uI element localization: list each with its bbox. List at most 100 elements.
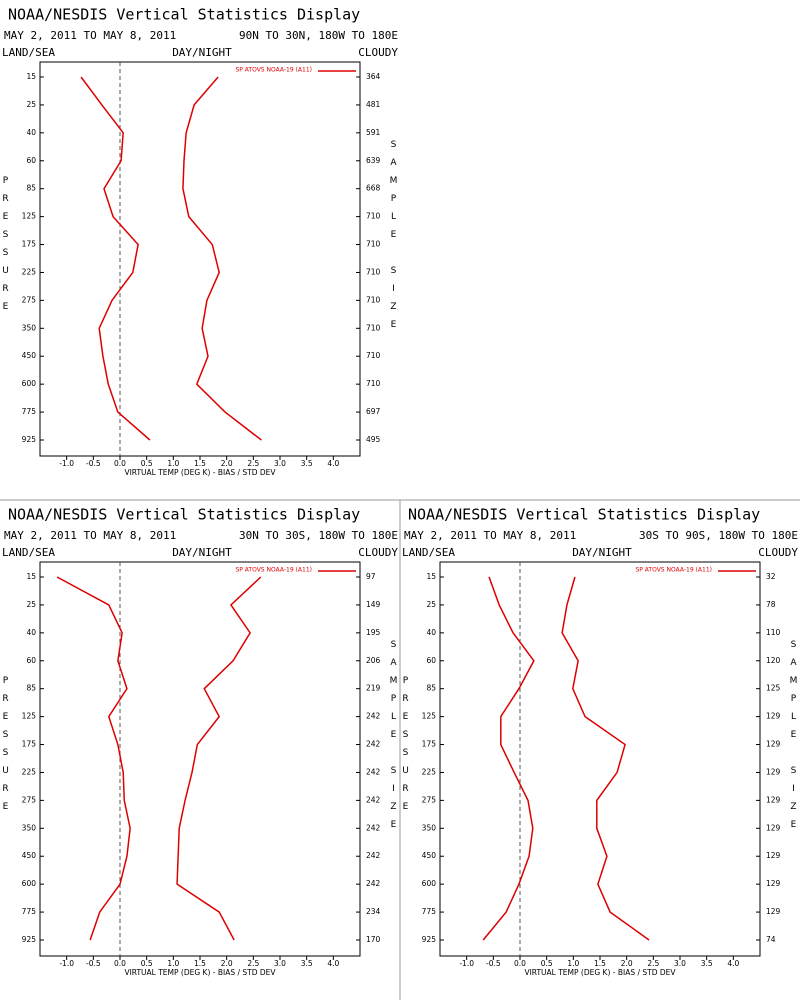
land-sea: LAND/SEA (2, 46, 55, 59)
y2-axis-title: SAMPLE SIZE (389, 140, 399, 338)
sample-size: 129 (766, 907, 781, 916)
x-tick-label: 3.5 (301, 459, 313, 468)
x-tick-label: 4.0 (327, 459, 339, 468)
x-tick-label: 0.0 (514, 959, 526, 968)
x-tick-label: 4.0 (327, 959, 339, 968)
x-tick-label: 0.0 (114, 459, 126, 468)
pressure-label: 85 (426, 684, 436, 693)
pressure-label: 350 (22, 823, 37, 832)
sample-size: 125 (766, 684, 781, 693)
pressure-label: 775 (22, 407, 37, 416)
x-tick-label: 2.5 (647, 959, 659, 968)
land-sea: LAND/SEA (402, 546, 455, 559)
pressure-label: 350 (422, 823, 437, 832)
pressure-label: 450 (422, 851, 437, 860)
pressure-label: 125 (22, 212, 37, 221)
sample-size: 242 (366, 767, 381, 776)
panel: NOAA/NESDIS Vertical Statistics Display M… (1, 506, 399, 978)
sample-size: 129 (766, 740, 781, 749)
profile-line (80, 76, 151, 441)
x-tick-label: 1.0 (567, 959, 579, 968)
x-tick-label: 2.0 (221, 959, 233, 968)
x-tick-label: 1.5 (594, 959, 606, 968)
pressure-label: 175 (422, 740, 437, 749)
y-axis-title: PRESSURE (1, 176, 11, 320)
region: 30N TO 30S, 180W TO 180E (239, 529, 398, 542)
pressure-label: 925 (422, 935, 437, 944)
pressure-label: 225 (422, 767, 437, 776)
sample-size: 129 (766, 767, 781, 776)
profile-line (176, 576, 262, 941)
sample-size: 195 (366, 628, 381, 637)
x-tick-label: -1.0 (59, 959, 74, 968)
date-range: MAY 2, 2011 TO MAY 8, 2011 (4, 529, 176, 542)
sample-size: 697 (366, 407, 381, 416)
x-tick-label: 3.0 (674, 959, 686, 968)
pressure-label: 600 (22, 379, 37, 388)
x-tick-label: 3.0 (274, 959, 286, 968)
date-range: MAY 2, 2011 TO MAY 8, 2011 (404, 529, 576, 542)
x-tick-label: 0.5 (541, 959, 553, 968)
x-tick-label: -1.0 (59, 459, 74, 468)
x-tick-label: 0.5 (141, 459, 153, 468)
sample-size: 170 (366, 935, 381, 944)
sample-size: 242 (366, 740, 381, 749)
pressure-label: 775 (22, 907, 37, 916)
pressure-label: 175 (22, 740, 37, 749)
x-tick-label: 1.0 (167, 459, 179, 468)
sample-size: 710 (366, 212, 381, 221)
pressure-label: 350 (22, 323, 37, 332)
sample-size: 710 (366, 240, 381, 249)
x-tick-label: 2.5 (247, 459, 259, 468)
x-tick-label: 4.0 (727, 959, 739, 968)
sample-size: 110 (766, 628, 781, 637)
pressure-label: 600 (22, 879, 37, 888)
y-axis-title: PRESSURE (401, 676, 411, 820)
y2-axis-title: SAMPLE SIZE (789, 640, 799, 838)
pressure-label: 925 (22, 935, 37, 944)
x-tick-label: 1.5 (194, 959, 206, 968)
sample-size: 710 (366, 379, 381, 388)
plot-frame (439, 561, 761, 957)
y2-axis-title: SAMPLE SIZE (389, 640, 399, 838)
sample-size: 495 (366, 435, 381, 444)
sample-size: 120 (766, 656, 781, 665)
pressure-label: 275 (22, 795, 37, 804)
x-axis-title: VIRTUAL TEMP (DEG K) - BIAS / STD DEV (524, 968, 676, 977)
pressure-label: 225 (22, 767, 37, 776)
profile-line (482, 576, 535, 941)
x-tick-label: -0.5 (86, 959, 101, 968)
pressure-label: 275 (22, 295, 37, 304)
sample-size: 364 (366, 72, 381, 81)
x-tick-label: -0.5 (486, 959, 501, 968)
sample-size: 481 (366, 100, 381, 109)
profile-line (56, 576, 131, 941)
x-tick-label: -1.0 (459, 959, 474, 968)
x-tick-label: 0.5 (141, 959, 153, 968)
pressure-label: 40 (26, 128, 36, 137)
x-tick-label: 1.5 (194, 459, 206, 468)
sample-size: 74 (766, 935, 776, 944)
x-axis-title: VIRTUAL TEMP (DEG K) - BIAS / STD DEV (124, 968, 276, 977)
sample-size: 78 (766, 600, 776, 609)
pressure-label: 125 (422, 712, 437, 721)
sample-size: 234 (366, 907, 381, 916)
plot-frame (39, 61, 361, 457)
panel-title: NOAA/NESDIS Vertical Statistics Display (408, 506, 760, 524)
x-tick-label: 0.0 (114, 959, 126, 968)
sample-size: 242 (366, 795, 381, 804)
sample-size: 129 (766, 851, 781, 860)
sample-size: 710 (366, 295, 381, 304)
sample-size: 206 (366, 656, 381, 665)
region: 90N TO 30N, 180W TO 180E (239, 29, 398, 42)
sample-size: 242 (366, 823, 381, 832)
pressure-label: 450 (22, 851, 37, 860)
pressure-label: 40 (26, 628, 36, 637)
sample-size: 129 (766, 879, 781, 888)
plot-frame (39, 561, 361, 957)
x-tick-label: 1.0 (167, 959, 179, 968)
sample-size: 129 (766, 795, 781, 804)
panel: NOAA/NESDIS Vertical Statistics Display M… (401, 506, 799, 978)
